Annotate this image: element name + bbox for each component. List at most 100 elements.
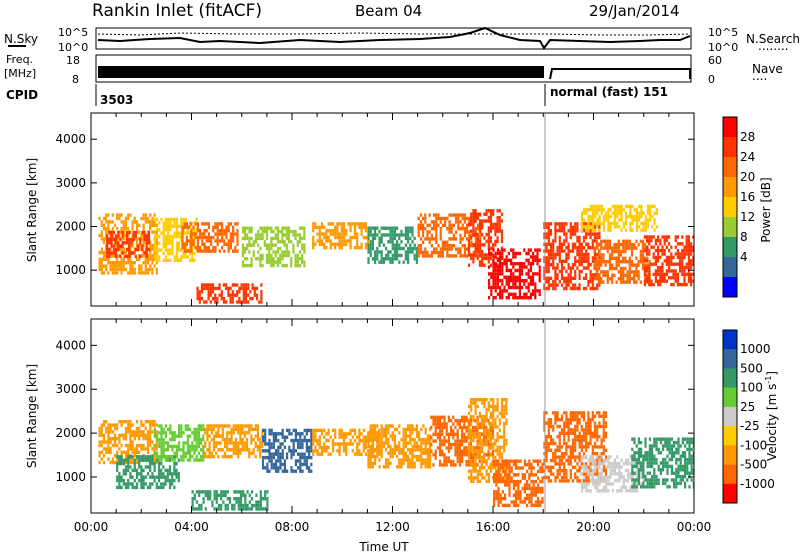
power-cell [243, 257, 247, 261]
velocity-cell [402, 437, 405, 442]
velocity-cell [458, 446, 461, 450]
power-cell [331, 242, 335, 246]
power-cell [209, 286, 212, 291]
velocity-cell [351, 442, 354, 446]
velocity-cell [116, 443, 119, 448]
power-cell [439, 216, 442, 221]
power-cell [435, 223, 438, 227]
power-cell [641, 256, 645, 260]
power-cell [404, 236, 407, 241]
power-cell [261, 229, 264, 234]
power-cell [648, 260, 651, 264]
power-cell [358, 225, 361, 229]
power-cell [367, 229, 370, 234]
power-cell [571, 283, 575, 287]
power-cell [563, 266, 566, 270]
velocity-cell [439, 449, 442, 453]
power-cell [589, 225, 592, 229]
power-cell [624, 260, 627, 264]
power-cell [574, 256, 577, 260]
velocity-cell [204, 441, 207, 445]
power-cell [236, 222, 239, 226]
velocity-cell [277, 452, 280, 456]
power-cell [260, 293, 263, 297]
power-cell [385, 233, 388, 237]
power-cell [144, 264, 147, 268]
velocity-cell [232, 431, 235, 435]
power-cell [657, 265, 660, 270]
power-cell [589, 218, 592, 222]
power-cell [336, 242, 339, 246]
velocity-cell [353, 428, 357, 433]
power-cell [637, 243, 640, 247]
power-cell [653, 204, 656, 209]
power-cell [162, 241, 165, 245]
power-cell [231, 296, 234, 301]
power-cell [521, 272, 524, 276]
velocity-cell [226, 497, 229, 501]
power-cell [140, 216, 143, 221]
velocity-cell [312, 442, 315, 446]
power-cell [629, 228, 632, 232]
velocity-cell [124, 485, 128, 490]
velocity-cell [409, 441, 412, 445]
power-cell [554, 235, 557, 240]
velocity-cell [146, 465, 150, 469]
power-cell [518, 282, 521, 286]
power-cell [409, 243, 412, 247]
power-cell [692, 235, 694, 239]
velocity-cell [261, 459, 265, 463]
power-cell [496, 265, 499, 269]
power-cell [265, 243, 269, 247]
velocity-cell [275, 432, 278, 436]
power-cell [210, 242, 213, 246]
power-cell [611, 273, 614, 277]
power-cell [209, 283, 212, 287]
power-cell [143, 230, 146, 235]
power-cell [619, 243, 623, 247]
power-cell [190, 222, 193, 226]
velocity-cell [472, 449, 475, 453]
power-cell [657, 235, 660, 239]
velocity-cell [155, 475, 158, 479]
velocity-cell [168, 482, 172, 486]
power-cell [342, 235, 346, 240]
power-cell [100, 257, 103, 261]
velocity-cell [310, 449, 313, 453]
power-cell [646, 259, 649, 263]
velocity-cell [151, 440, 154, 444]
power-cell [162, 258, 165, 262]
velocity-cell [470, 438, 473, 443]
power-cell [211, 286, 215, 291]
velocity-cell [217, 503, 221, 508]
power-cell [605, 211, 608, 215]
power-cell [122, 250, 125, 255]
power-cell [472, 253, 475, 257]
power-cell [644, 218, 647, 222]
power-cell [353, 235, 357, 240]
power-cell [657, 238, 660, 243]
power-cell [565, 269, 568, 274]
power-cell [474, 230, 477, 234]
velocity-cell [191, 503, 194, 508]
velocity-cell [467, 463, 470, 467]
velocity-cell [102, 440, 106, 444]
power-cell [205, 246, 208, 250]
velocity-cell [294, 459, 297, 463]
velocity-cell [102, 447, 106, 451]
power-cell [472, 212, 475, 216]
power-cell [312, 235, 315, 240]
velocity-cell [144, 465, 147, 469]
velocity-cell [398, 461, 401, 466]
velocity-cell [131, 475, 134, 479]
power-cell [578, 286, 581, 291]
power-cell [525, 296, 528, 300]
velocity-cell [129, 447, 132, 451]
power-colorbar-swatch [723, 177, 737, 198]
power-cell [602, 246, 605, 250]
power-cell [338, 222, 341, 226]
velocity-cell [138, 450, 141, 454]
power-cell [485, 232, 488, 237]
velocity-cell [424, 465, 427, 469]
power-cell [367, 236, 370, 241]
